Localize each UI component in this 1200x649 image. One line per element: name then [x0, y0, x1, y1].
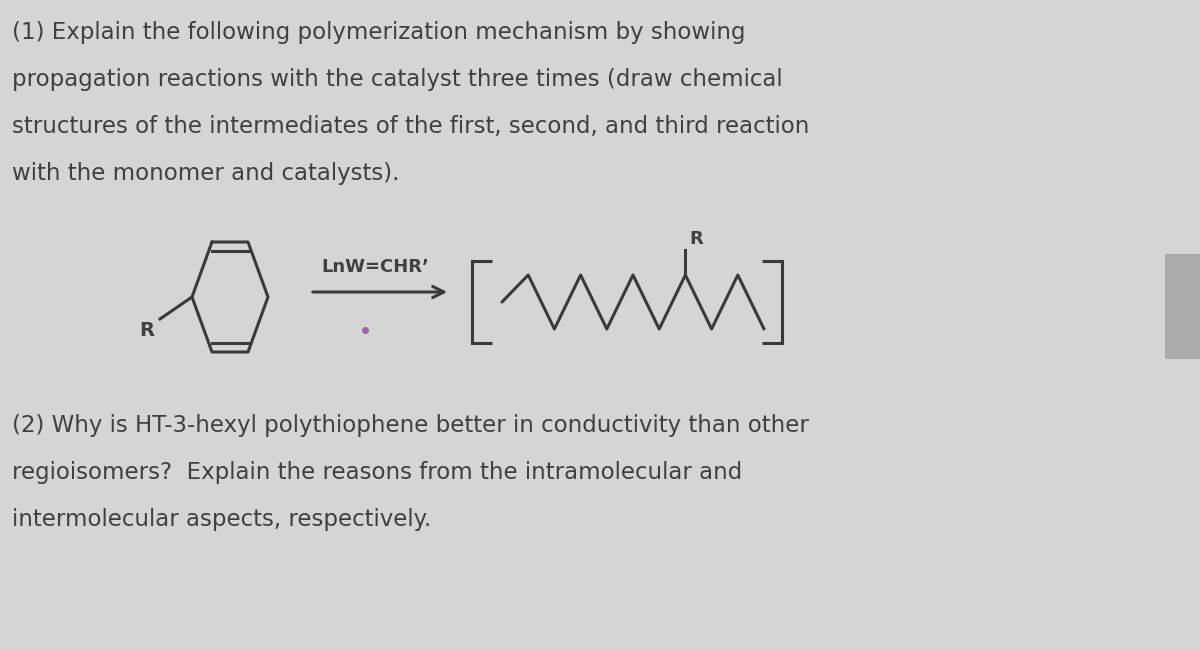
Text: R: R [690, 230, 703, 248]
Text: (2) Why is HT-3-hexyl polythiophene better in conductivity than other: (2) Why is HT-3-hexyl polythiophene bett… [12, 414, 809, 437]
Text: regioisomers?  Explain the reasons from the intramolecular and: regioisomers? Explain the reasons from t… [12, 461, 743, 484]
Text: LnW=CHR’: LnW=CHR’ [322, 258, 428, 276]
Polygon shape [1165, 254, 1200, 359]
Text: (1) Explain the following polymerization mechanism by showing: (1) Explain the following polymerization… [12, 21, 745, 44]
Text: structures of the intermediates of the first, second, and third reaction: structures of the intermediates of the f… [12, 115, 809, 138]
Text: propagation reactions with the catalyst three times (draw chemical: propagation reactions with the catalyst … [12, 68, 782, 91]
Text: with the monomer and catalysts).: with the monomer and catalysts). [12, 162, 400, 185]
Text: intermolecular aspects, respectively.: intermolecular aspects, respectively. [12, 508, 431, 531]
Text: R: R [139, 321, 154, 340]
